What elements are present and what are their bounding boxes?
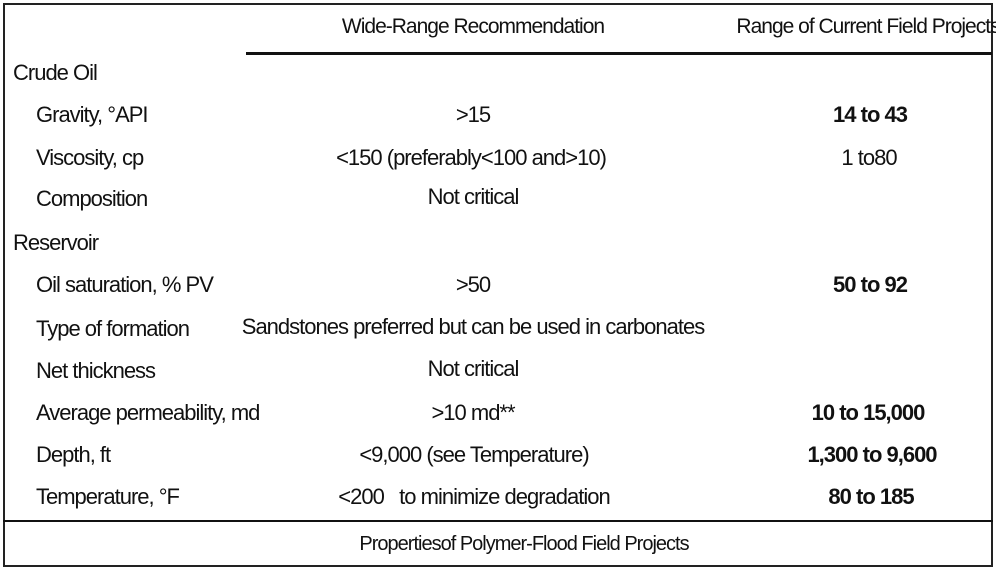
row-recommendation: Not critical <box>427 184 520 209</box>
row-label: Average permeability, md <box>36 400 260 425</box>
row-recommendation: >50 <box>455 272 491 297</box>
header-recommendation: Wide-Range Recommendation <box>341 15 605 38</box>
row-recommendation: <150 (preferably<100 and>10) <box>336 145 607 170</box>
row-label: Net thickness <box>36 358 156 383</box>
row-label: Gravity, °API <box>36 102 149 127</box>
row-recommendation: Not critical <box>427 356 520 381</box>
section-title-crude-oil: Crude Oil <box>13 60 98 85</box>
row-range: 80 to 185 <box>828 484 914 509</box>
row-label: Type of formation <box>36 316 190 341</box>
row-recommendation: <200 to minimize degradation <box>338 484 610 509</box>
caption-rule <box>3 520 993 522</box>
row-label: Oil saturation, % PV <box>36 272 214 297</box>
row-range: 1 to80 <box>841 145 897 170</box>
table-caption: Propertiesof Polymer-Flood Field Project… <box>359 533 689 555</box>
row-label: Composition <box>36 186 148 211</box>
header-rule <box>246 52 992 55</box>
row-recommendation: >15 <box>455 102 491 127</box>
row-recommendation: Sandstones preferred but can be used in … <box>241 314 705 339</box>
row-range: 50 to 92 <box>833 272 908 297</box>
row-range: 14 to 43 <box>833 102 908 127</box>
row-range: 10 to 15,000 <box>811 400 926 425</box>
header-range: Range of Current Field Projects <box>736 15 996 38</box>
row-label: Depth, ft <box>36 442 111 467</box>
row-recommendation: <9,000 (see Temperature) <box>359 442 589 467</box>
row-label: Viscosity, cp <box>36 145 144 170</box>
section-title-reservoir: Reservoir <box>13 230 99 255</box>
row-label: Temperature, °F <box>36 484 180 509</box>
row-range: 1,300 to 9,600 <box>807 442 937 467</box>
row-recommendation: >10 md** <box>431 400 515 425</box>
table-frame <box>3 3 993 567</box>
